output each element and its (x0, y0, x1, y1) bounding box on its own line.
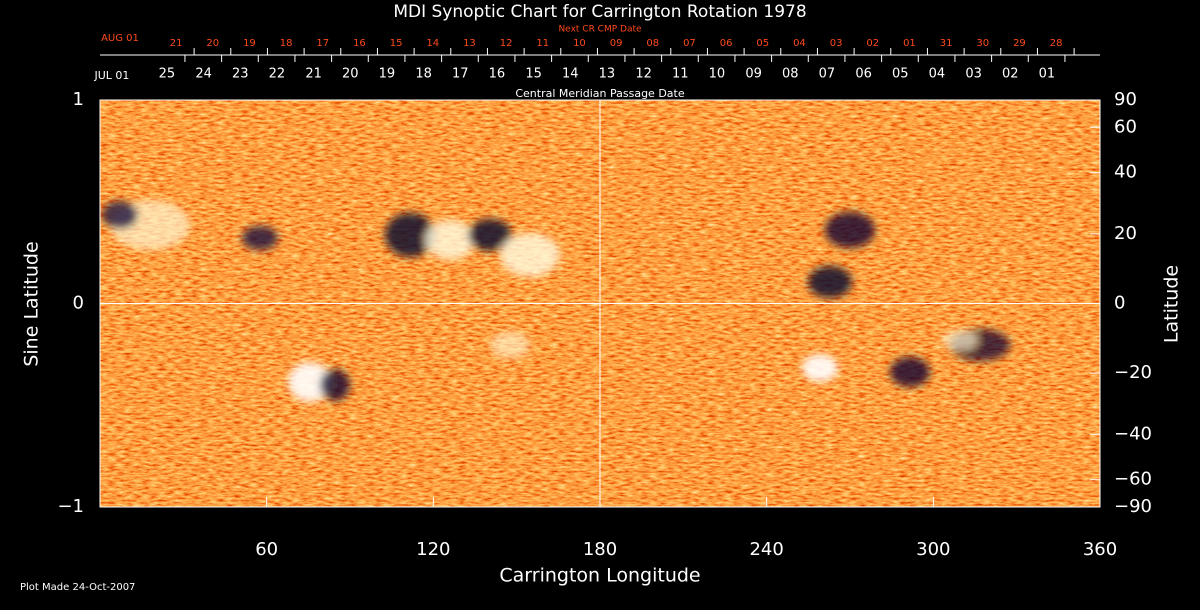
next-cmp-date-label: 30 (976, 38, 989, 49)
cmp-date-label: 07 (819, 67, 836, 82)
x-tick-label: 360 (1083, 539, 1117, 560)
cmp-date-label: 20 (342, 67, 359, 82)
next-cmp-date-label: 04 (793, 38, 806, 49)
next-cmp-date-label: 09 (610, 38, 623, 49)
next-cmp-date-label: 19 (243, 38, 256, 49)
cmp-date-label: 24 (195, 67, 212, 82)
next-cmp-date-label: 14 (426, 38, 439, 49)
next-cmp-date-label: 01 (903, 38, 916, 49)
y2-tick-label: 0 (1114, 293, 1125, 314)
next-cmp-axis-title: Next CR CMP Date (558, 25, 642, 35)
x-tick-label: 240 (749, 539, 783, 560)
cmp-date-label: 10 (709, 67, 726, 82)
y-axis-label: Sine Latitude (21, 241, 43, 366)
next-cmp-date-label: 21 (170, 38, 183, 49)
next-cmp-date-label: 12 (500, 38, 513, 49)
region (942, 330, 978, 350)
region (808, 266, 852, 298)
y2-axis-label: Latitude (1161, 265, 1183, 343)
next-cmp-date-label: 13 (463, 38, 476, 49)
active-regions (102, 200, 1010, 402)
cmp-date-label: 05 (892, 67, 909, 82)
next-cmp-date-label: 08 (646, 38, 659, 49)
region (890, 357, 930, 387)
y2-tick-label: −40 (1114, 423, 1152, 444)
region (320, 369, 350, 401)
next-cmp-date-label: 16 (353, 38, 366, 49)
y2-tick-label: −90 (1114, 496, 1152, 517)
y-tick-label: 1 (73, 89, 84, 110)
next-cmp-date-label: 29 (1013, 38, 1026, 49)
chart-title: MDI Synoptic Chart for Carrington Rotati… (393, 2, 806, 22)
next-cmp-date-label: 15 (390, 38, 403, 49)
y2-tick-label: 40 (1114, 162, 1137, 183)
next-cmp-date-label: 18 (280, 38, 293, 49)
next-cmp-date-label: 11 (536, 38, 549, 49)
cmp-axis-title: Central Meridian Passage Date (515, 87, 684, 100)
cmp-date-label: 19 (379, 67, 396, 82)
cmp-date-label: 17 (452, 67, 469, 82)
footer: Plot Made 24-Oct-2007 (20, 582, 135, 593)
y2-tick-label: 20 (1114, 223, 1137, 244)
cmp-date-label: 02 (1002, 67, 1019, 82)
y-tick-label: −1 (57, 496, 84, 517)
next-cmp-date-label: 31 (940, 38, 953, 49)
region (825, 212, 875, 248)
x-tick-label: 120 (416, 539, 450, 560)
next-cmp-date-label: 07 (683, 38, 696, 49)
cmp-date-label: 01 (1039, 67, 1056, 82)
cmp-date-label: 04 (929, 67, 946, 82)
next-cmp-date-label: 20 (206, 38, 219, 49)
next-cmp-date-label: 05 (756, 38, 769, 49)
next-cmp-date-label: 02 (866, 38, 879, 49)
cmp-date-label: 15 (525, 67, 542, 82)
cmp-date-label: 08 (782, 67, 799, 82)
next-cmp-date-label: 17 (316, 38, 329, 49)
x-tick-label: 180 (583, 539, 617, 560)
cmp-date-label: 16 (489, 67, 506, 82)
cmp-date-label: 22 (269, 67, 286, 82)
y2-tick-label: 60 (1114, 116, 1137, 137)
region (102, 201, 138, 229)
cmp-date-label: 09 (745, 67, 762, 82)
cmp-date-label: 03 (965, 67, 982, 82)
cmp-start-label: JUL 01 (93, 69, 129, 82)
y2-tick-label: 90 (1114, 89, 1137, 110)
cmp-date-label: 13 (599, 67, 616, 82)
region (490, 331, 530, 359)
y2-tick-label: −60 (1114, 469, 1152, 490)
cmp-date-label: 23 (232, 67, 249, 82)
cmp-date-label: 12 (635, 67, 652, 82)
cmp-date-label: 06 (855, 67, 872, 82)
region (468, 219, 512, 251)
cmp-date-label: 21 (305, 67, 322, 82)
cmp-date-label: 18 (415, 67, 432, 82)
next-cmp-start-label: AUG 01 (101, 33, 139, 44)
region (500, 233, 560, 277)
region (385, 213, 435, 257)
cmp-date-label: 11 (672, 67, 689, 82)
next-cmp-date-label: 10 (573, 38, 586, 49)
cmp-date-label: 25 (159, 67, 176, 82)
region (288, 362, 332, 402)
next-cmp-date-label: 06 (720, 38, 733, 49)
next-cmp-date-label: 03 (830, 38, 843, 49)
next-cmp-date-label: 28 (1050, 38, 1063, 49)
y2-tick-label: −20 (1114, 362, 1152, 383)
cmp-date-label: 14 (562, 67, 579, 82)
region (242, 226, 278, 250)
y-tick-label: 0 (73, 293, 84, 314)
x-tick-label: 60 (255, 539, 278, 560)
x-tick-label: 300 (916, 539, 950, 560)
x-axis-label: Carrington Longitude (499, 565, 700, 587)
region (802, 354, 838, 382)
region (425, 220, 475, 260)
